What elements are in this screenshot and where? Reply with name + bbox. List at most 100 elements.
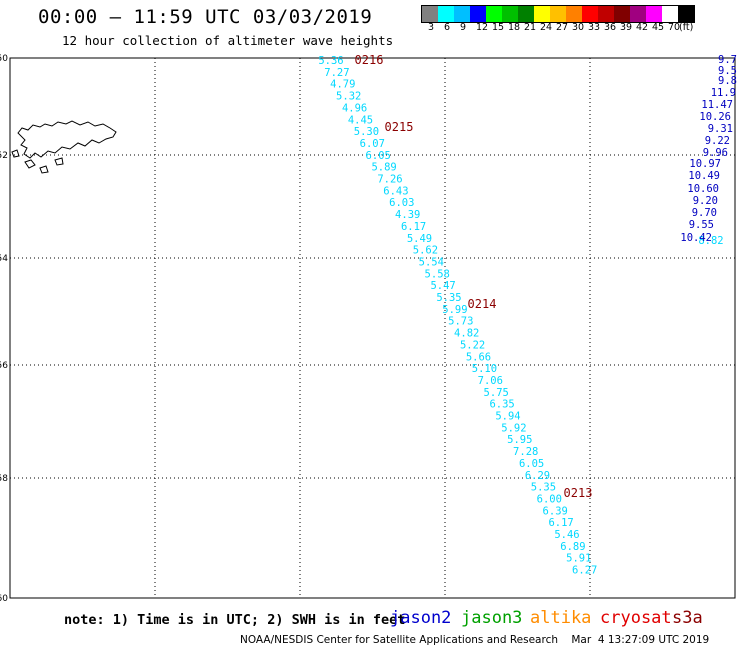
falkland-islands-coastline	[17, 120, 117, 159]
legend-swatch	[486, 6, 502, 22]
lat-tick-label: -60	[0, 594, 8, 604]
wave-height-label: 11.47	[701, 99, 733, 111]
wave-height-label: 7.26	[377, 174, 402, 186]
credit-footer: NOAA/NESDIS Center for Satellite Applica…	[240, 634, 710, 646]
legend-label: 6	[444, 22, 451, 33]
satellite-cryosat: cryosat	[600, 608, 672, 628]
lat-tick-label: -50	[0, 54, 8, 64]
map-plot: -60-57-54-51-48-45-50-52-54-56-58-605.36…	[0, 53, 737, 604]
legend-swatch	[422, 6, 438, 22]
wave-height-label: 5.95	[507, 434, 532, 446]
chart-title: 00:00 – 11:59 UTC 03/03/2019	[38, 6, 373, 28]
legend-swatch	[438, 6, 454, 22]
wave-height-label: 6.05	[519, 458, 544, 470]
legend-label: 30	[572, 22, 585, 33]
legend-swatch	[534, 6, 550, 22]
falkland-islands-coastline	[54, 157, 64, 166]
wave-height-label: 5.49	[407, 233, 432, 245]
legend-label: 70	[668, 22, 681, 33]
satellite-jason3: jason3	[461, 608, 523, 628]
wave-height-label: 5.99	[442, 304, 467, 316]
time-label: 0213	[564, 486, 593, 500]
legend-label: 3	[428, 22, 435, 33]
falkland-islands-coastline	[11, 149, 20, 158]
lat-tick-label: -56	[0, 361, 8, 371]
wave-height-label: 6.07	[360, 138, 385, 150]
wave-height-label: 9.22	[705, 135, 730, 147]
legend-label: 42	[636, 22, 649, 33]
legend-label: (ft)	[679, 22, 694, 33]
legend-label: 33	[588, 22, 601, 33]
legend-swatch	[582, 6, 598, 22]
wave-height-label: 5.35	[436, 292, 461, 304]
wave-height-label: 5.30	[354, 126, 379, 138]
wave-height-label: 10.97	[689, 158, 721, 170]
legend-swatch	[662, 6, 678, 22]
satellite-jason2: jason2	[390, 608, 452, 628]
wave-height-label: 11.9	[711, 87, 736, 99]
color-legend	[421, 5, 695, 23]
legend-label: 39	[620, 22, 633, 33]
wave-height-label: 10.49	[688, 170, 720, 182]
wave-height-label: 5.58	[425, 268, 450, 280]
falkland-islands-coastline	[39, 165, 49, 174]
wave-height-label: 9.7	[718, 54, 737, 66]
lat-tick-label: -54	[0, 254, 8, 264]
wave-height-label: 5.47	[430, 280, 455, 292]
legend-label: 12	[476, 22, 489, 33]
wave-height-label: 6.43	[383, 185, 408, 197]
wave-height-label: 9.70	[692, 207, 717, 219]
wave-height-label: 9.55	[689, 219, 714, 231]
time-label: 0214	[468, 297, 497, 311]
time-label: 0215	[385, 120, 414, 134]
wave-height-label: 8.82	[698, 235, 723, 247]
wave-height-label: 6.27	[572, 565, 597, 577]
legend-label: 21	[524, 22, 537, 33]
legend-swatch	[454, 6, 470, 22]
legend-swatch	[518, 6, 534, 22]
satellite-s3a: s3a	[672, 608, 703, 628]
wave-height-label: 6.39	[543, 505, 568, 517]
falkland-islands-coastline	[24, 159, 36, 169]
chart-subtitle: 12 hour collection of altimeter wave hei…	[62, 33, 394, 48]
wave-height-label: 5.75	[484, 387, 509, 399]
wave-height-label: 6.17	[401, 221, 426, 233]
wave-height-label: 6.17	[548, 517, 573, 529]
wave-height-label: 5.66	[466, 351, 491, 363]
wave-height-label: 4.79	[330, 79, 355, 91]
wave-height-label: 9.5	[718, 65, 737, 77]
legend-swatch	[678, 6, 694, 22]
wave-height-label: 5.35	[531, 482, 556, 494]
wave-height-label: 7.28	[513, 446, 538, 458]
wave-height-label: 6.03	[389, 197, 414, 209]
wave-height-label: 6.29	[525, 470, 550, 482]
legend-swatch	[470, 6, 486, 22]
wave-height-label: 5.91	[566, 553, 591, 565]
legend-swatch	[614, 6, 630, 22]
legend-label: 18	[508, 22, 521, 33]
legend-swatch	[550, 6, 566, 22]
wave-height-label: 4.39	[395, 209, 420, 221]
wave-height-label: 5.92	[501, 422, 526, 434]
wave-height-label: 6.89	[560, 541, 585, 553]
legend-swatch	[630, 6, 646, 22]
wave-height-label: 4.96	[342, 102, 367, 114]
wave-height-label: 5.54	[419, 256, 444, 268]
legend-swatch	[598, 6, 614, 22]
wave-height-label: 9.8	[718, 75, 737, 87]
map-frame	[9, 57, 736, 599]
wave-height-label: 5.62	[413, 245, 438, 257]
wave-height-label: 6.35	[489, 399, 514, 411]
wave-height-label: 6.05	[366, 150, 391, 162]
wave-height-label: 5.32	[336, 91, 361, 103]
note-text: note: 1) Time is in UTC; 2) SWH is in fe…	[64, 612, 406, 628]
wave-height-label: 10.42	[680, 232, 712, 244]
wave-height-label: 7.27	[324, 67, 349, 79]
wave-height-label: 5.22	[460, 339, 485, 351]
legend-swatch	[646, 6, 662, 22]
wave-height-label: 5.89	[371, 162, 396, 174]
wave-height-label: 10.60	[687, 183, 719, 195]
wave-height-label: 6.00	[537, 493, 562, 505]
wave-height-label: 5.73	[448, 316, 473, 328]
wave-height-label: 5.36	[318, 55, 343, 67]
